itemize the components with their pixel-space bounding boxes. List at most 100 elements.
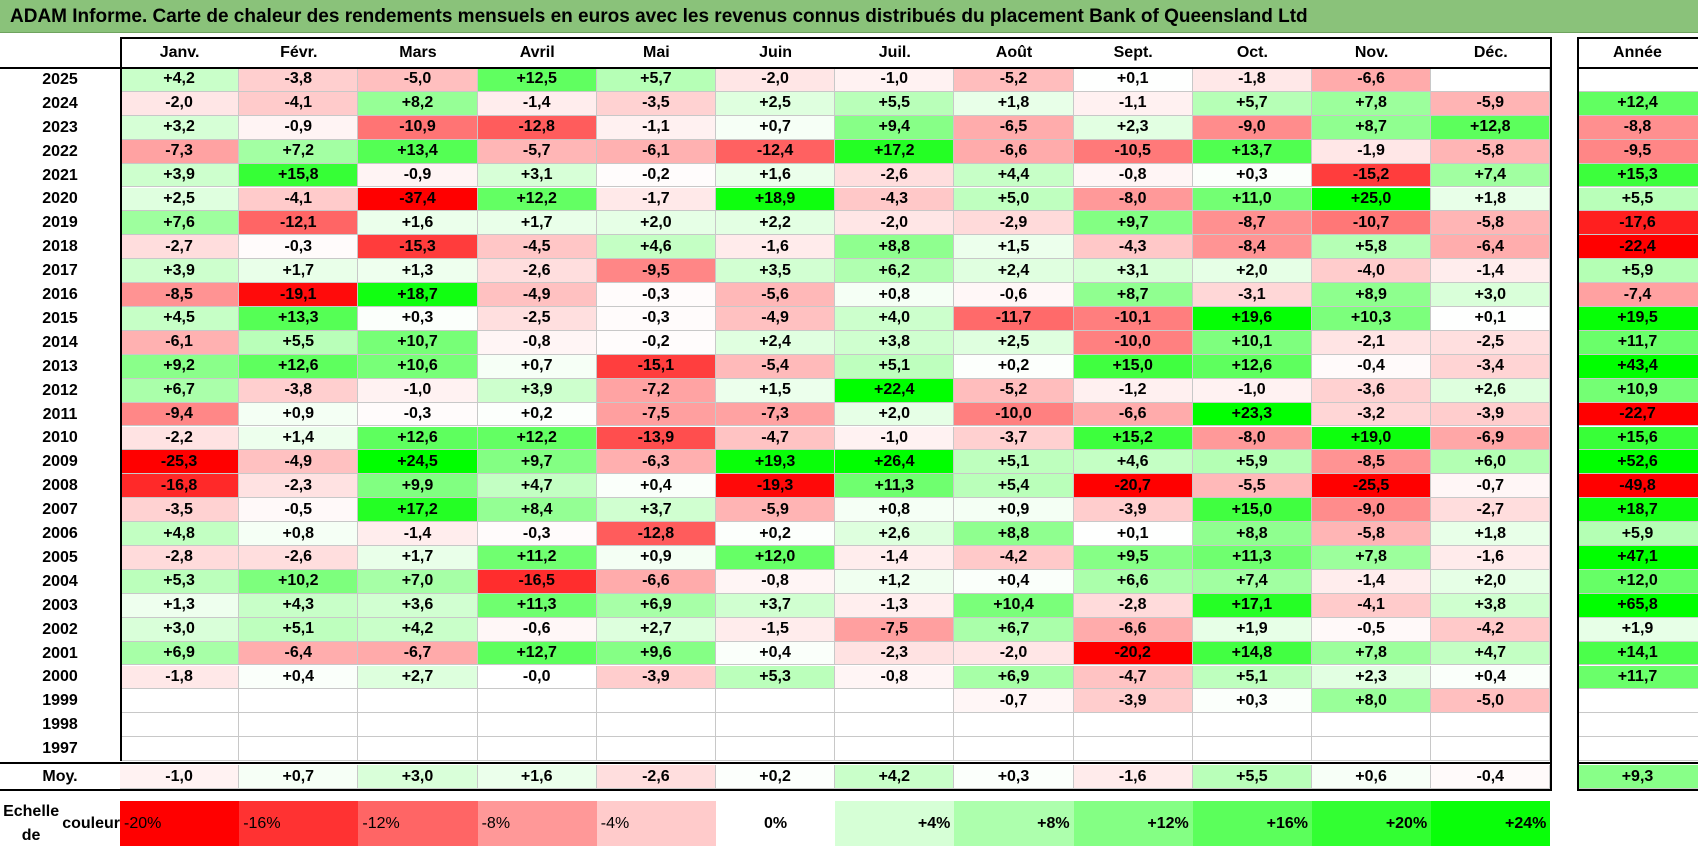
heatmap-cell: +2,2 [716,211,836,236]
month-header: Mars [399,43,437,61]
heatmap-cell: +0,9 [596,546,716,570]
heatmap-cell [1073,737,1193,762]
heatmap-cell: +2,7 [358,665,478,690]
heatmap-cell: +18,7 [358,283,478,307]
annual-body-rule [1577,762,1698,764]
heatmap-cell: +10,1 [1192,330,1312,355]
heatmap-cell: -0,6 [954,283,1074,307]
heatmap-cell: +7,4 [1431,163,1551,188]
heatmap-cell: +0,2 [716,522,836,546]
heatmap-cell: +12,8 [1431,115,1551,140]
heatmap-cell: -0,8 [716,569,836,594]
chart-title: ADAM Informe. Carte de chaleur des rende… [10,6,1308,27]
heatmap-cell: +0,3 [358,307,478,331]
heatmap-cell: -0,7 [1431,474,1551,499]
heatmap-cell: +8,7 [1312,115,1432,140]
heatmap-cell: +6,7 [954,617,1074,642]
heatmap-cell: +8,0 [1312,689,1432,714]
heatmap-cell: -2,9 [954,211,1074,236]
heatmap-cell: +0,3 [1192,163,1312,188]
heatmap-cell: -7,2 [596,378,716,403]
heatmap-cell: -25,5 [1312,474,1432,499]
heatmap-cell: +8,8 [1192,522,1312,546]
heatmap-cell: -1,8 [1192,68,1312,92]
heatmap-cell [358,713,478,738]
heatmap-cell: +3,9 [477,378,597,403]
annual-bottom-rule [1577,789,1698,791]
heatmap-cell: +15,0 [1192,498,1312,523]
annual-cell: +10,9 [1577,378,1698,403]
month-header: Août [995,43,1033,61]
heatmap-cell: -4,3 [835,187,955,212]
heatmap-cell [835,737,955,762]
heatmap-cell [120,713,240,738]
heatmap-cell: +12,0 [716,546,836,570]
heatmap-cell: +5,3 [120,569,240,594]
year-label: 2024 [42,94,78,112]
average-cell: +0,3 [954,765,1074,789]
year-label: 2020 [42,190,78,208]
heatmap-cell: -2,5 [1431,330,1551,355]
annual-cell: +43,4 [1577,354,1698,379]
annual-cell: -17,6 [1577,211,1698,236]
heatmap-cell: -7,5 [835,617,955,642]
heatmap-cell: -1,9 [1312,139,1432,164]
color-scale-swatch: -8% [477,801,597,846]
heatmap-cell: -0,0 [477,665,597,690]
heatmap-cell: -6,1 [120,330,240,355]
annual-cell: +15,6 [1577,426,1698,451]
heatmap-cell: +2,0 [835,402,955,427]
heatmap-cell: -4,2 [1431,617,1551,642]
heatmap-cell: -37,4 [358,187,478,212]
heatmap-cell: +9,7 [1073,211,1193,236]
heatmap-cell: -4,3 [1073,235,1193,260]
heatmap-cell: +7,8 [1312,641,1432,666]
year-label: 2000 [42,668,78,686]
annual-header-rule [1577,67,1698,69]
annual-cell: +47,1 [1577,546,1698,570]
heatmap-cell: -1,6 [716,235,836,260]
heatmap-cell: +1,9 [1192,617,1312,642]
heatmap-cell: -16,5 [477,569,597,594]
heatmap-cell: +11,3 [1192,546,1312,570]
heatmap-cell: -4,1 [1312,593,1432,618]
heatmap-cell: +3,6 [358,593,478,618]
annual-average-cell: +9,3 [1577,765,1698,789]
heatmap-cell: -15,3 [358,235,478,260]
year-label: 2007 [42,501,78,519]
color-scale-label-line1: Echelle de [3,803,60,844]
heatmap-cell: +19,6 [1192,307,1312,331]
heatmap-cell: -0,5 [1312,617,1432,642]
color-scale-swatch: -4% [596,801,716,846]
heatmap-cell: -5,0 [1431,689,1551,714]
heatmap-cell: -6,6 [1312,68,1432,92]
heatmap-cell: +5,7 [596,68,716,92]
heatmap-cell [477,689,597,714]
heatmap-cell: +9,5 [1073,546,1193,570]
heatmap-cell: -19,3 [716,474,836,499]
heatmap-cell [477,737,597,762]
heatmap-cell: +15,2 [1073,426,1193,451]
heatmap-cell [1312,737,1432,762]
annual-cell: +11,7 [1577,330,1698,355]
heatmap-cell: -12,1 [239,211,359,236]
heatmap-cell [239,689,359,714]
heatmap-cell: +19,0 [1312,426,1432,451]
heatmap-cell: +12,6 [358,426,478,451]
annual-cell: +14,1 [1577,641,1698,666]
heatmap-cell: -20,2 [1073,641,1193,666]
heatmap-cell: -1,7 [596,187,716,212]
heatmap-cell: +2,5 [120,187,240,212]
annual-cell [1577,737,1698,762]
annual-cell: -9,5 [1577,139,1698,164]
month-header: Nov. [1354,43,1389,61]
heatmap-cell: -5,8 [1312,522,1432,546]
heatmap-cell: -1,0 [1192,378,1312,403]
heatmap-cell: +10,3 [1312,307,1432,331]
heatmap-cell: -4,9 [239,450,359,475]
heatmap-cell [954,737,1074,762]
year-label: 2010 [42,429,78,447]
heatmap-cell: +0,9 [954,498,1074,523]
heatmap-cell: +11,2 [477,546,597,570]
average-cell: +0,7 [239,765,359,789]
